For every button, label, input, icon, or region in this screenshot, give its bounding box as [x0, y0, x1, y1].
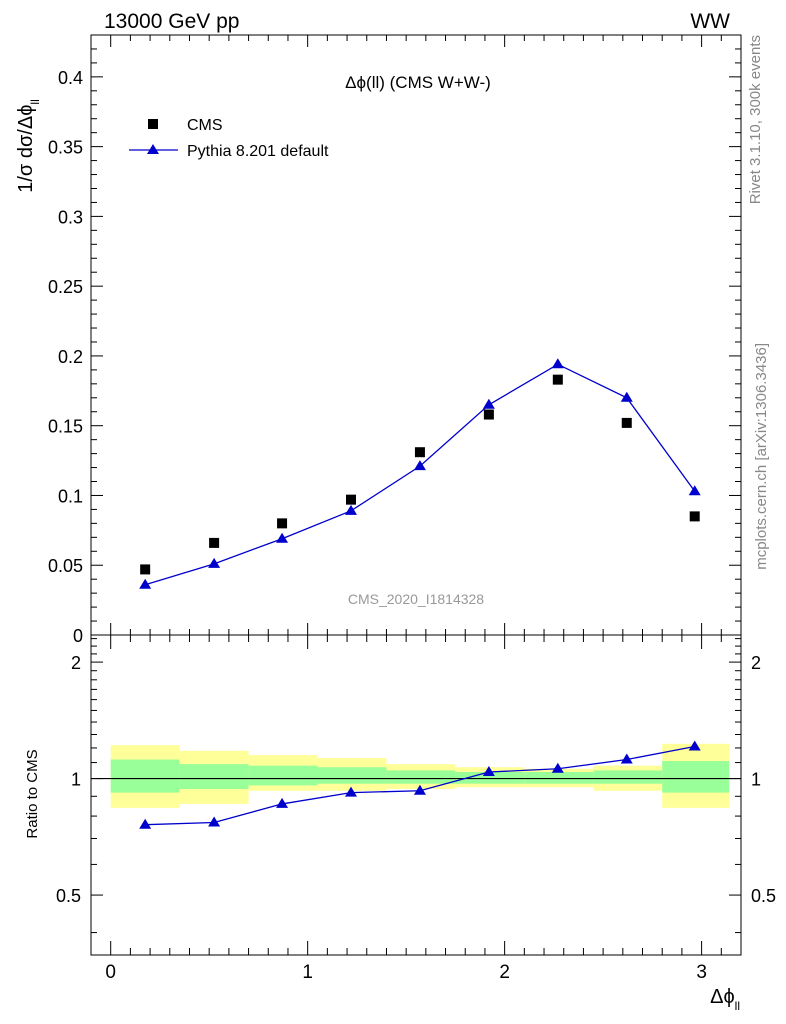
y-tick-label: 0.1: [58, 486, 83, 506]
ratio-pythia-point: [551, 762, 564, 773]
y-tick-label: 0.4: [58, 68, 83, 88]
main-watermark: CMS_2020_I1814328: [348, 591, 484, 607]
ratio-pythia-point: [139, 818, 152, 829]
ratio-pythia-point: [620, 753, 633, 764]
ratio-y-tick-label: 0.5: [56, 886, 81, 906]
y-tick-label: 0.35: [48, 138, 83, 158]
ratio-ticks: 0.5 0.5 1 1 2 2 0 1 2 3: [56, 635, 776, 983]
ratio-y-tick-label-right: 1: [751, 770, 761, 790]
cms-point: [209, 537, 220, 548]
ratio-plot-frame: [90, 634, 742, 956]
ratio-pythia-point: [276, 797, 289, 808]
pythia-point: [482, 398, 495, 409]
ratio-band-inner: [386, 770, 456, 784]
x-tick-label: 1: [302, 962, 313, 983]
pythia-point: [688, 485, 701, 496]
header-right-label: WW: [690, 10, 730, 33]
pythia-point: [345, 504, 357, 515]
ratio-pythia-point: [413, 784, 426, 795]
y-tick-label: 0: [73, 626, 83, 646]
cms-point: [689, 511, 700, 522]
cms-point: [414, 447, 425, 458]
pythia-point: [208, 557, 221, 568]
pythia-line: [144, 363, 696, 586]
cms-point: [346, 494, 356, 505]
main-y-axis-label: 1/σ dσ/Δϕll: [15, 99, 42, 193]
pythia-point: [551, 358, 564, 369]
y-tick-label: 0.15: [48, 417, 83, 437]
ratio-y-axis-label: Ratio to CMS: [24, 749, 41, 838]
x-tick-label: 3: [696, 962, 707, 983]
pythia-point: [413, 460, 426, 471]
x-tick-label: 2: [499, 962, 510, 983]
pythia-point: [139, 578, 152, 589]
ratio-pythia-point: [345, 786, 357, 797]
ratio-pythia-point: [208, 816, 221, 827]
rivet-side-label: Rivet 3.1.10, 300k events: [747, 35, 764, 204]
ratio-band-inner: [593, 770, 663, 784]
y-tick-label: 0.25: [48, 277, 83, 297]
ratio-band-inner: [662, 761, 730, 793]
ratio-band-inner: [110, 759, 180, 793]
mcplots-side-label: mcplots.cern.ch [arXiv:1306.3436]: [753, 343, 770, 570]
header-left-label: 13000 GeV pp: [104, 10, 239, 33]
legend-label-cms: CMS: [187, 117, 223, 134]
main-panel: 0 0.05 0.1 0.15 0.2 0.25 0.3 0.35 0.4 Δϕ(ll) (CM…: [15, 34, 742, 646]
ratio-y-tick-label-right: 0.5: [751, 886, 776, 906]
ratio-band-inner: [248, 765, 318, 786]
main-plot-title: Δϕ(ll) (CMS W+W-): [345, 73, 491, 92]
cms-point: [621, 417, 632, 428]
ratio-uncertainty-bands: [91, 743, 741, 808]
main-plot-marks: [139, 358, 701, 589]
cms-point: [483, 409, 494, 420]
y-tick-label: 0.3: [58, 207, 83, 227]
legend-marker-pythia: [147, 144, 159, 154]
ratio-plot-marks: [139, 740, 701, 829]
ratio-band-inner: [455, 771, 525, 784]
pythia-point: [620, 391, 633, 402]
legend: CMS Pythia 8.201 default: [129, 117, 329, 160]
ratio-pythia-point: [688, 740, 701, 751]
pythia-point: [276, 532, 289, 543]
cms-point: [140, 564, 151, 575]
ratio-pythia-point: [482, 765, 495, 776]
y-tick-label: 0.2: [58, 347, 83, 367]
ratio-y-tick-label: 1: [71, 770, 81, 790]
legend-label-pythia: Pythia 8.201 default: [187, 143, 329, 160]
cms-point: [277, 518, 288, 529]
ratio-band-inner: [179, 764, 249, 789]
main-y-ticks: 0 0.05 0.1 0.15 0.2 0.25 0.3 0.35 0.4: [48, 35, 742, 646]
ratio-band-inner: [317, 767, 387, 784]
cms-point: [552, 374, 563, 385]
ratio-y-tick-label-right: 2: [751, 653, 761, 673]
ratio-band-inner: [524, 771, 594, 784]
legend-marker-cms: [148, 119, 158, 129]
x-axis-label: Δϕll: [710, 986, 740, 1013]
x-tick-label: 0: [105, 962, 116, 983]
ratio-y-tick-label: 2: [71, 653, 81, 673]
ratio-panel: 0.5 0.5 1 1 2 2 0 1 2 3 Ratio to CMS Δϕll: [24, 634, 776, 1013]
y-tick-label: 0.05: [48, 556, 83, 576]
